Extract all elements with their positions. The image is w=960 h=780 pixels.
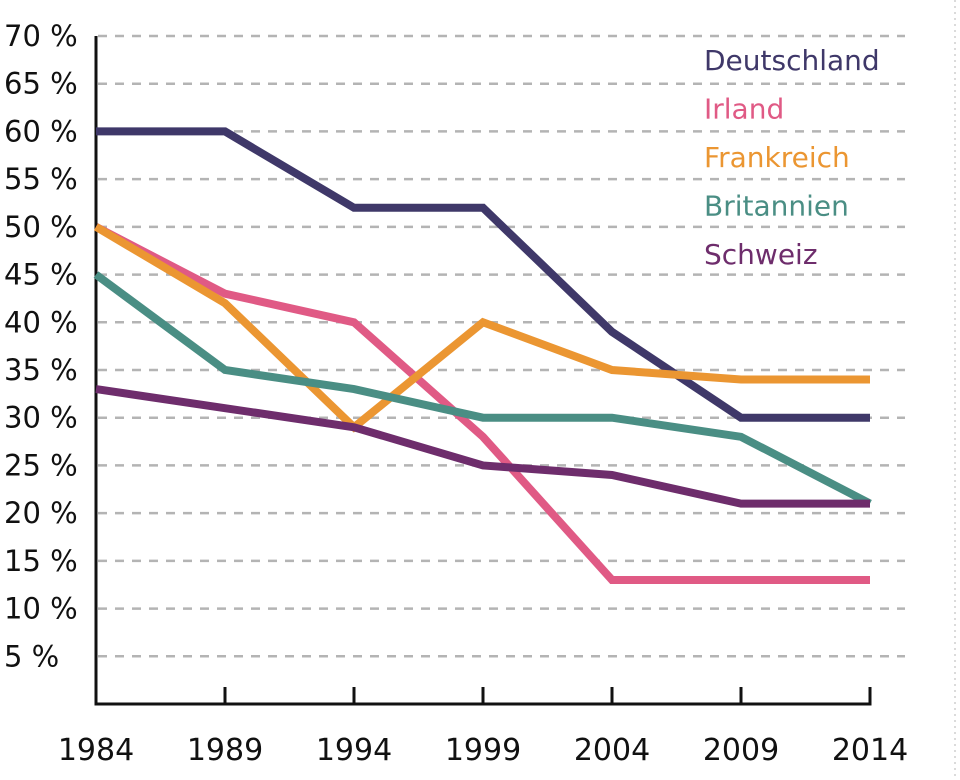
series-line-irland: [94, 223, 870, 584]
y-tick-label: 10 %: [4, 592, 78, 626]
series-line-schweiz: [95, 385, 870, 508]
axes: [94, 36, 872, 706]
series-line-frankreich: [93, 223, 870, 433]
legend-entry-frankreich: Frankreich: [704, 141, 850, 174]
x-tick-labels: 1984 1989 1994 1999 2004 2009 2014: [58, 733, 908, 768]
series-lines: [93, 127, 872, 584]
y-tick-label: 30 %: [4, 401, 78, 435]
y-tick-label: 15 %: [4, 544, 78, 578]
y-tick-labels: 5 % 10 % 15 % 20 % 25 % 30 % 35 % 40 % 45 % 50 % 5…: [4, 19, 78, 673]
x-tick-label: 2014: [832, 733, 908, 768]
series-line-deutschland: [96, 127, 870, 422]
x-tick-label: 2009: [703, 733, 779, 768]
y-tick-label: 60 %: [4, 114, 78, 148]
y-tick-label: 40 %: [4, 305, 78, 339]
legend-entry-britannien: Britannien: [704, 190, 849, 223]
legend-entry-schweiz: Schweiz: [704, 238, 818, 271]
y-tick-label: 35 %: [4, 353, 78, 387]
y-tick-label: 45 %: [4, 258, 78, 292]
x-tick-label: 2004: [574, 733, 650, 768]
y-tick-label: 65 %: [4, 67, 78, 101]
y-tick-label: 70 %: [4, 19, 78, 53]
x-tick-label: 1984: [58, 733, 134, 768]
series-line-britannien: [93, 271, 872, 508]
legend: Deutschland Irland Frankreich Britannien Sch…: [704, 44, 880, 271]
x-tick-label: 1989: [187, 733, 263, 768]
legend-entry-deutschland: Deutschland: [704, 44, 880, 77]
y-tick-label: 25 %: [4, 448, 78, 482]
x-tick-label: 1994: [316, 733, 392, 768]
y-tick-label: 5 %: [4, 639, 59, 673]
x-tick-label: 1999: [445, 733, 521, 768]
y-tick-label: 50 %: [4, 210, 78, 244]
y-tick-label: 20 %: [4, 496, 78, 530]
y-tick-label: 55 %: [4, 162, 78, 196]
legend-entry-irland: Irland: [704, 93, 784, 126]
